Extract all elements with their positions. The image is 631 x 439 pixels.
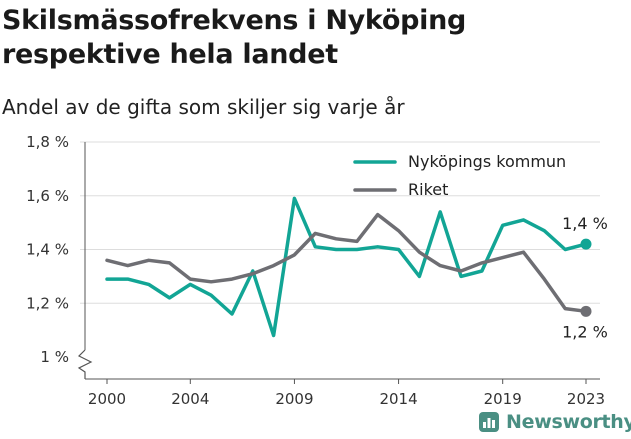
x-tick-label: 2004 bbox=[171, 390, 209, 408]
x-tick: 2000 bbox=[88, 379, 126, 408]
axes: 1 % 1,2 % 1,4 % 1,6 % 1,8 % 2000 2004 2009 2014 2… bbox=[26, 133, 605, 408]
x-tick-label: 2009 bbox=[275, 390, 313, 408]
y-tick: 1,8 % bbox=[26, 133, 69, 151]
end-label-riket: 1,2 % bbox=[562, 322, 608, 341]
x-tick: 2023 bbox=[567, 379, 605, 408]
y-tick-label: 1,8 % bbox=[26, 133, 69, 151]
y-tick-label: 1,6 % bbox=[26, 187, 69, 205]
chart-title: Skilsmässofrekvens i Nyköping respektive… bbox=[2, 5, 467, 70]
legend: Nyköpings kommun Riket bbox=[353, 152, 566, 199]
y-tick: 1,6 % bbox=[26, 187, 69, 205]
chart-subtitle: Andel av de gifta som skiljer sig varje … bbox=[2, 95, 405, 119]
x-tick-label: 2000 bbox=[88, 390, 126, 408]
y-tick: 1,2 % bbox=[26, 294, 69, 312]
chart-logo-icon bbox=[479, 412, 499, 432]
y-tick: 1,4 % bbox=[26, 241, 69, 259]
y-tick-label: 1,2 % bbox=[26, 294, 69, 312]
x-tick-label: 2019 bbox=[484, 390, 522, 408]
y-tick: 1 % bbox=[40, 348, 69, 366]
end-point-nykoping bbox=[580, 238, 592, 250]
end-label-nykoping: 1,4 % bbox=[562, 214, 608, 233]
newsworthy-logo: Newsworthy bbox=[478, 409, 631, 435]
series-line-nykoping bbox=[105, 196, 588, 338]
legend-label-riket: Riket bbox=[408, 180, 448, 199]
x-tick: 2019 bbox=[484, 379, 522, 408]
x-tick: 2014 bbox=[379, 379, 418, 408]
x-tick: 2004 bbox=[171, 379, 209, 408]
y-tick-label: 1 % bbox=[40, 348, 69, 366]
end-point-riket bbox=[580, 305, 592, 317]
grid-lines bbox=[80, 141, 600, 304]
series-line-riket bbox=[105, 212, 588, 314]
legend-label-nykoping: Nyköpings kommun bbox=[408, 152, 566, 171]
brand-name: Newsworthy bbox=[506, 411, 631, 433]
x-tick: 2009 bbox=[275, 379, 314, 408]
y-tick-label: 1,4 % bbox=[26, 241, 69, 259]
x-tick-label: 2023 bbox=[567, 390, 605, 408]
series-lines bbox=[105, 196, 592, 338]
x-tick-label: 2014 bbox=[379, 390, 417, 408]
y-axis-break bbox=[77, 349, 93, 379]
end-labels: 1,4 % 1,2 % bbox=[562, 214, 608, 341]
